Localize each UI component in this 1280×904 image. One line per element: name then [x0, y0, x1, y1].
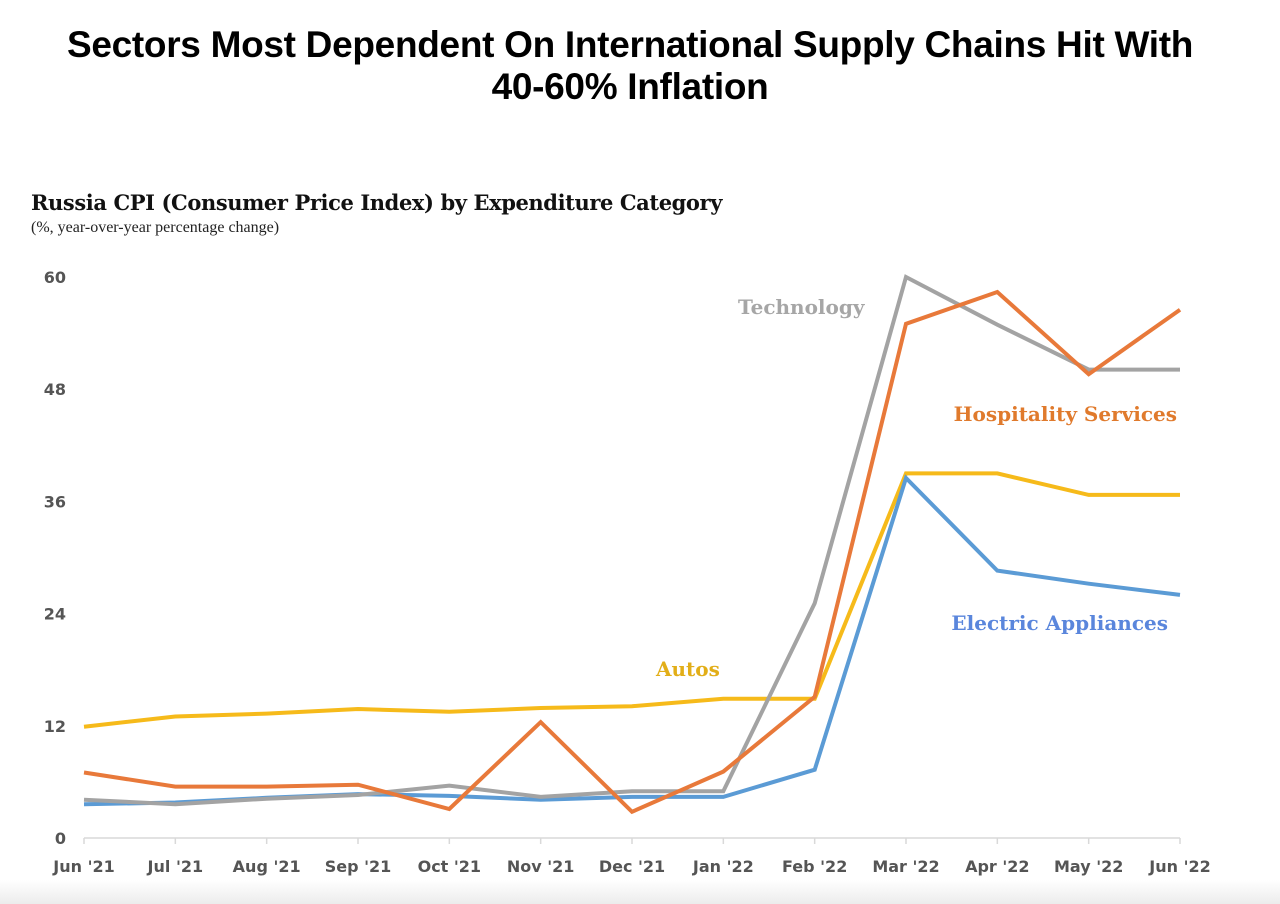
main-title: Sectors Most Dependent On International … — [0, 24, 1260, 108]
x-tick-label: Mar '22 — [872, 857, 939, 876]
y-tick-label: 24 — [44, 605, 66, 624]
x-tick-label: May '22 — [1054, 857, 1123, 876]
series-technology — [83, 274, 1181, 807]
series-line-hospitality-services — [83, 289, 1182, 815]
series-line-technology — [83, 274, 1180, 807]
series-label-technology: Technology — [738, 295, 866, 319]
y-tick-label: 12 — [44, 717, 66, 736]
series-layer — [83, 274, 1182, 815]
series-label-layer: Autos Hospitality Services Technology Elect… — [655, 295, 1177, 681]
series-line-autos — [83, 471, 1180, 729]
y-tick-label: 36 — [44, 492, 66, 511]
chart-title: Russia CPI (Consumer Price Index) by Exp… — [31, 190, 723, 215]
series-electric-appliances — [83, 474, 1181, 807]
x-tick-label: Jun '21 — [52, 857, 114, 876]
series-label-autos: Autos — [655, 657, 720, 681]
main-title-line-1: Sectors Most Dependent On International … — [66, 24, 1194, 65]
x-tick-label: Feb '22 — [782, 857, 847, 876]
chart-subtitle: (%, year-over-year percentage change) — [31, 219, 280, 236]
x-tick-label: Oct '21 — [418, 857, 481, 876]
axis-layer: Jun '21 Jul '21 Aug '21 Sep '21 Oct '21 Nov '… — [44, 268, 1211, 876]
series-label-hospitality-services: Hospitality Services — [954, 402, 1177, 426]
y-tick-label: 60 — [44, 268, 66, 287]
y-tick-label: 0 — [55, 829, 66, 848]
series-hospitality-services — [83, 289, 1182, 815]
x-tick-label: Jul '21 — [147, 857, 204, 876]
series-autos — [83, 471, 1181, 729]
main-title-line-2: 40-60% Inflation — [491, 66, 769, 107]
y-tick-label: 48 — [44, 380, 66, 399]
series-line-electric-appliances — [83, 474, 1181, 807]
series-label-electric-appliances: Electric Appliances — [951, 611, 1168, 635]
x-tick-label: Dec '21 — [599, 857, 665, 876]
x-tick-label: Apr '22 — [965, 857, 1029, 876]
x-tick-label: Aug '21 — [233, 857, 301, 876]
x-tick-label: Sep '21 — [325, 857, 392, 876]
x-tick-label: Jun '22 — [1148, 857, 1210, 876]
x-tick-label: Nov '21 — [507, 857, 575, 876]
x-tick-label: Jan '22 — [692, 857, 754, 876]
